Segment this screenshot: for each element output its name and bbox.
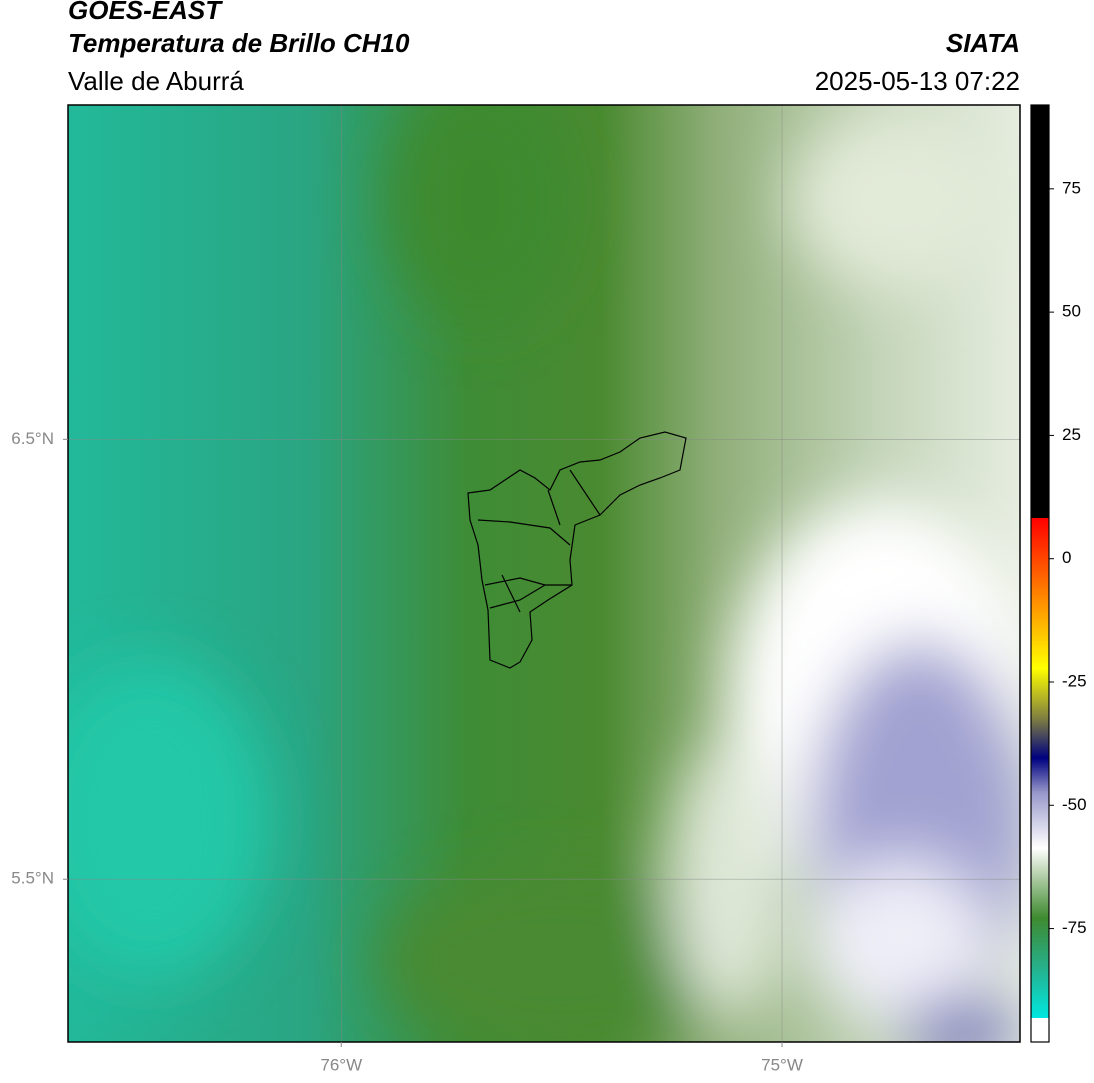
colorbar-tick-label: -25 xyxy=(1062,671,1087,690)
colorbar-tick-label: 0 xyxy=(1062,548,1071,567)
subtitle: Temperatura de Brillo CH10 xyxy=(68,28,410,58)
map-field xyxy=(68,105,1020,1042)
title: GOES-EAST xyxy=(68,0,223,25)
timestamp: 2025-05-13 07:22 xyxy=(815,66,1020,96)
colorbar-tick-label: 25 xyxy=(1062,425,1081,444)
colorbar-tick-label: -75 xyxy=(1062,918,1087,937)
x-tick-label: 75°W xyxy=(761,1055,803,1074)
map-frame xyxy=(67,104,1021,1043)
municipal-boundaries xyxy=(467,431,687,669)
colorbar-under xyxy=(1031,1018,1049,1042)
colorbar-scale xyxy=(1031,518,1049,1018)
source: SIATA xyxy=(946,28,1020,58)
region: Valle de Aburrá xyxy=(68,66,244,96)
colorbar-over xyxy=(1031,105,1049,518)
colorbar xyxy=(1030,104,1050,1043)
colorbar-tick-label: -50 xyxy=(1062,795,1087,814)
colorbar-frame xyxy=(1030,104,1050,1043)
field-features xyxy=(68,105,1020,1042)
y-tick-label: 5.5°N xyxy=(11,869,54,888)
graticule xyxy=(68,105,1020,1042)
y-tick-label: 6.5°N xyxy=(11,429,54,448)
x-tick-label: 76°W xyxy=(320,1055,362,1074)
colorbar-tick-label: 75 xyxy=(1062,178,1081,197)
colorbar-tick-label: 50 xyxy=(1062,302,1081,321)
